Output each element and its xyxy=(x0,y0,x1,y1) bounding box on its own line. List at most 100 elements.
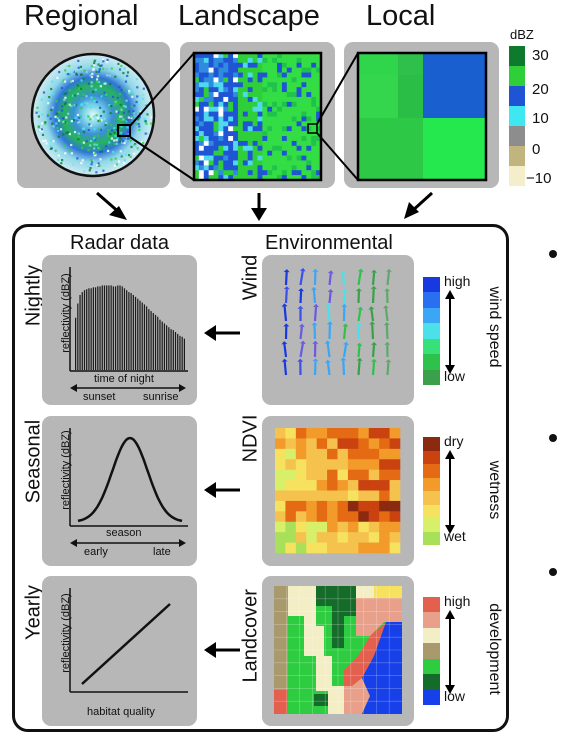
nightly-bar xyxy=(123,288,126,370)
regional-radar-disc xyxy=(30,52,156,178)
yearly-reflectivity-chart xyxy=(69,588,188,693)
landcover-legend-title: development xyxy=(486,603,503,695)
seasonal-bell-curve xyxy=(77,436,183,523)
nightly-bar xyxy=(81,292,83,370)
nightly-xright: sunrise xyxy=(143,391,179,403)
nightly-bar xyxy=(174,332,177,370)
nightly-reflectivity-chart xyxy=(69,267,188,392)
seasonal-reflectivity-chart xyxy=(69,428,188,547)
nightly-bar xyxy=(170,329,172,370)
nightly-xleft: sunset xyxy=(83,391,116,403)
nightly-bar xyxy=(166,325,168,370)
wind-arrow-field xyxy=(281,268,392,376)
env-label-ndvi: NDVI xyxy=(239,414,262,463)
nightly-bar xyxy=(148,309,150,370)
landcover-map xyxy=(274,586,402,714)
env-label-wind: Wind xyxy=(239,254,262,301)
nightly-bar xyxy=(114,286,117,370)
zoom-connector-lines xyxy=(96,52,434,221)
wind-legend-high: high xyxy=(444,273,471,289)
nightly-bar xyxy=(152,313,154,370)
wind-legend-arrow xyxy=(445,290,455,374)
nightly-bar xyxy=(112,286,114,370)
landcover-legend-high: high xyxy=(444,593,471,609)
nightly-bar xyxy=(88,288,90,370)
title-local: Local xyxy=(366,0,436,32)
nightly-bar xyxy=(130,293,132,370)
nightly-bar xyxy=(94,287,97,370)
nightly-bar xyxy=(181,336,183,370)
wind-legend-bar xyxy=(423,277,440,385)
dbz-tick-20: 20 xyxy=(532,81,549,98)
nightly-bar xyxy=(139,300,141,370)
nightly-bar xyxy=(103,285,106,370)
landcover-legend-arrow xyxy=(445,610,455,694)
nightly-bar xyxy=(132,294,134,370)
nightly-bar xyxy=(117,285,119,370)
column-title-radar: Radar data xyxy=(70,232,169,254)
dbz-tick-0: 0 xyxy=(532,141,541,158)
nightly-bar xyxy=(79,294,81,370)
bullet-1 xyxy=(549,250,557,258)
title-landscape: Landscape xyxy=(178,0,320,32)
nightly-bar xyxy=(154,314,157,370)
column-title-environmental: Environmental xyxy=(265,232,393,254)
nightly-xlabel: time of night xyxy=(94,373,154,385)
nightly-bar xyxy=(110,285,112,370)
nightly-bar xyxy=(92,287,94,370)
nightly-bar xyxy=(128,292,130,370)
model-box xyxy=(12,224,509,732)
nightly-bar xyxy=(90,288,92,370)
nightly-bar xyxy=(101,285,103,370)
nightly-bar xyxy=(161,321,163,370)
bullet-3 xyxy=(549,568,557,576)
ndvi-grid xyxy=(275,428,401,554)
bullet-2 xyxy=(549,434,557,442)
nightly-bar xyxy=(121,286,123,370)
local-grid xyxy=(356,51,488,182)
nightly-bar xyxy=(134,296,137,370)
yearly-xlabel: habitat quality xyxy=(87,706,155,718)
nightly-bar xyxy=(137,298,139,370)
wind-legend-title: wind speed xyxy=(486,286,503,368)
nightly-bar xyxy=(119,285,121,370)
dbz-tick-minus10: −10 xyxy=(526,170,552,187)
nightly-bar xyxy=(183,338,185,370)
nightly-bar xyxy=(97,286,99,370)
nightly-bar xyxy=(86,289,88,370)
nightly-bar xyxy=(177,333,179,370)
nightly-bar xyxy=(163,323,166,370)
nightly-bar xyxy=(126,290,128,370)
nightly-bar xyxy=(172,330,174,370)
env-label-landcover: Landcover xyxy=(239,589,262,683)
landscape-grid xyxy=(192,51,323,182)
landcover-legend-bar xyxy=(423,597,440,705)
seasonal-chart-panel xyxy=(42,416,197,566)
nightly-bar xyxy=(108,285,110,370)
seasonal-xright: late xyxy=(153,546,171,558)
ndvi-legend-bar xyxy=(423,437,440,545)
seasonal-xleft: early xyxy=(84,546,108,558)
dbz-legend-title: dBZ xyxy=(510,27,534,42)
ndvi-legend-title: wetness xyxy=(486,460,503,520)
yearly-trend-line xyxy=(81,603,171,685)
dbz-legend-bar xyxy=(509,46,525,186)
nightly-bar xyxy=(143,304,146,370)
dbz-tick-10: 10 xyxy=(532,110,549,127)
nightly-bar xyxy=(157,316,159,370)
nightly-bar xyxy=(168,327,170,370)
title-regional: Regional xyxy=(24,0,139,32)
nightly-bar xyxy=(179,335,181,370)
ndvi-legend-arrow xyxy=(445,450,455,534)
nightly-bar xyxy=(83,290,86,370)
dbz-tick-30: 30 xyxy=(532,47,549,64)
nightly-bar xyxy=(141,302,143,370)
seasonal-xlabel: season xyxy=(106,527,142,539)
nightly-bar xyxy=(99,286,101,370)
ndvi-legend-dry: dry xyxy=(444,433,464,449)
nightly-bar xyxy=(146,306,148,370)
nightly-bar xyxy=(150,311,152,370)
nightly-bar xyxy=(106,285,108,370)
nightly-bar xyxy=(77,303,79,370)
